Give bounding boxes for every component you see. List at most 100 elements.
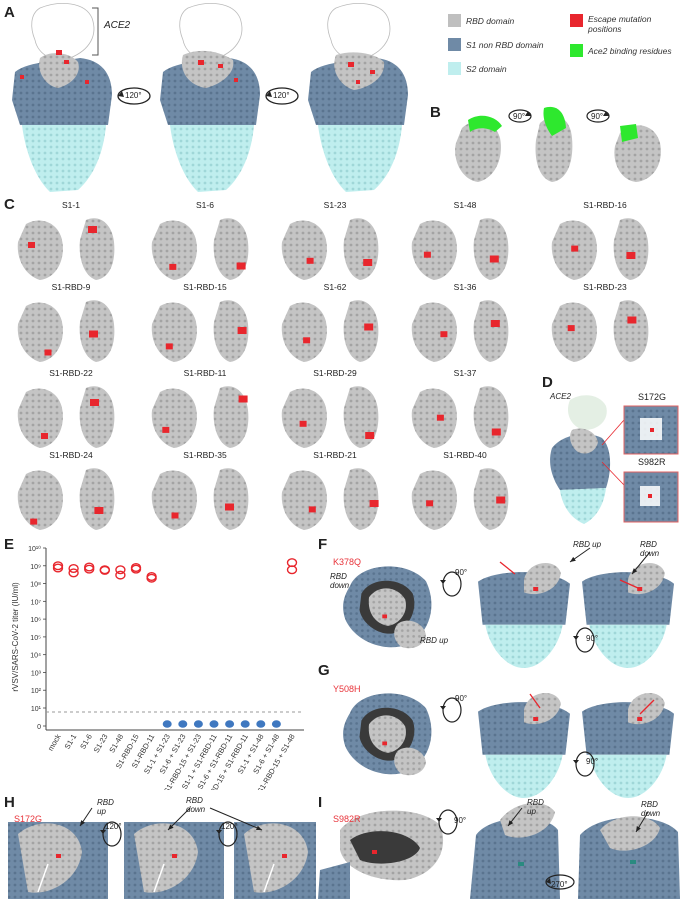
ace2-bracket	[92, 7, 99, 56]
antibody-label: S1-RBD-40	[443, 450, 487, 460]
y-tick-label: 10⁹	[30, 564, 41, 571]
rbd-surface-back	[343, 300, 379, 362]
y-tick-label: 10⁸	[30, 582, 41, 589]
data-point-neutralized	[178, 720, 188, 728]
antibody-rbd-pair	[17, 218, 115, 280]
escape-mutation-mark	[426, 500, 434, 507]
rotation-arrow-f1	[440, 571, 462, 597]
escape-mutation-mark	[41, 433, 48, 439]
rbd-surface-back	[213, 300, 249, 362]
rbd-surface-back	[613, 218, 649, 280]
escape-mutation-mark	[89, 330, 98, 338]
escape-mutation-mark	[369, 500, 379, 507]
black-arrow-h2	[167, 807, 191, 831]
escape-mutation-mark	[365, 432, 375, 439]
escape-mutation-mark	[627, 316, 637, 324]
rotation-label-i2: 270°	[551, 880, 568, 889]
rbd-surface-front	[551, 302, 597, 362]
black-arrow-f2	[631, 551, 651, 575]
antibody-label: S1-RBD-15	[183, 282, 227, 292]
escape-mutation-mark	[162, 426, 170, 433]
rbd-view-b2	[535, 106, 573, 182]
antibody-cell: S1-RBD-22	[6, 368, 136, 450]
antibody-label: S1-RBD-22	[49, 368, 93, 378]
antibody-rbd-pair	[411, 300, 509, 362]
rotation-label-h2: 120°	[221, 822, 238, 831]
panel-e-titer-chart: 0 10¹ 10² 10³ 10⁴ 10⁵ 10⁶ 10⁷ 10⁸ 10⁹ 10¹⁰ rVSV/SAR…	[11, 545, 304, 790]
mutation-label-g: Y508H	[333, 684, 361, 694]
panel-label-h: H	[4, 794, 15, 811]
legend-label-rbd: RBD domain	[466, 16, 515, 26]
rbd-up-label-h: RBD up	[97, 798, 114, 816]
rbd-down-label-f: RBD down	[640, 540, 660, 558]
escape-mutation-mark	[238, 395, 248, 403]
y-tick-label: 10⁴	[30, 653, 41, 660]
rbd-surface-back	[79, 386, 115, 448]
antibody-cell: S1-6	[140, 200, 270, 282]
antibody-rbd-pair	[281, 218, 379, 280]
antibody-rbd-pair	[551, 300, 649, 362]
legend-label-ace2: Ace2 binding residues	[588, 46, 672, 56]
antibody-rbd-pair	[151, 218, 249, 280]
rotation-arrow-f2	[573, 627, 595, 653]
escape-mutation-mark	[303, 337, 311, 344]
escape-mutation-mark	[299, 420, 307, 427]
rbd-surface-back	[613, 300, 649, 362]
data-point-titer	[130, 564, 142, 574]
antibody-rbd-pair	[151, 468, 249, 530]
rotation-label-a2: 120°	[273, 91, 290, 100]
rotation-label-g2: 90°	[586, 757, 599, 766]
escape-mutation-mark	[171, 512, 179, 519]
escape-mutation-mark	[571, 245, 579, 252]
y-tick-label: 10⁶	[30, 617, 41, 624]
y-tick-label: 10³	[31, 670, 42, 677]
legend-swatch-ace2	[570, 44, 583, 57]
antibody-rbd-pair	[551, 218, 649, 280]
y-tick-label: 10¹	[31, 706, 42, 713]
antibody-label: S1-48	[453, 200, 477, 210]
rbd-surface-front	[281, 470, 327, 530]
legend-swatch-escape	[570, 14, 583, 27]
y-axis-label: rVSV/SARS-CoV-2 titer (IU/ml)	[11, 582, 20, 692]
escape-mutation-mark	[94, 507, 104, 514]
antibody-rbd-pair	[281, 300, 379, 362]
data-point-titer	[68, 568, 79, 578]
data-point-titer	[52, 563, 64, 573]
black-arrow-f1	[569, 547, 591, 563]
antibody-label: S1-6	[196, 200, 214, 210]
rbd-surface-front	[411, 470, 457, 530]
rbd-down-label-f2: RBD down	[330, 572, 350, 590]
antibody-cell: S1-RBD-23	[540, 282, 670, 364]
data-point-titer	[83, 564, 95, 574]
rbd-up-label-f2: RBD up	[420, 636, 449, 645]
rbd-surface-front	[151, 302, 197, 362]
antibody-rbd-pair	[17, 468, 115, 530]
ace2-label-a: ACE2	[104, 20, 131, 31]
y-tick-label: 10⁵	[30, 635, 41, 642]
data-point-neutralized	[271, 720, 281, 728]
legend-swatch-s2	[448, 62, 461, 75]
rotation-label-i1: 90°	[454, 816, 467, 825]
escape-mutation-mark	[169, 263, 177, 270]
antibody-label: S1-RBD-9	[51, 282, 91, 292]
escape-mutation-mark	[423, 251, 431, 258]
y-tick-label: 0	[37, 724, 41, 731]
rbd-surface-front	[281, 388, 327, 448]
panel-label-f: F	[318, 536, 328, 553]
y-tick-label: 10¹⁰	[28, 545, 41, 553]
rotation-label-g1: 90°	[455, 694, 468, 703]
escape-mutation-mark	[30, 518, 38, 525]
mutation-label-f: K378Q	[333, 557, 362, 567]
mutation-label-d2: S982R	[638, 457, 666, 467]
escape-mutation-mark	[436, 414, 444, 421]
spike-trimer-view-2	[160, 3, 260, 192]
escape-mutation-mark	[237, 327, 247, 334]
mutation-label-i: S982R	[333, 814, 361, 824]
red-arrow-f2	[619, 579, 639, 589]
rbd-surface-back	[473, 300, 509, 362]
rbd-surface-front	[151, 220, 197, 280]
escape-mutation-mark	[440, 331, 448, 338]
rbd-down-label-i: RBD down	[641, 800, 661, 818]
rotation-arrow-1	[117, 87, 151, 105]
